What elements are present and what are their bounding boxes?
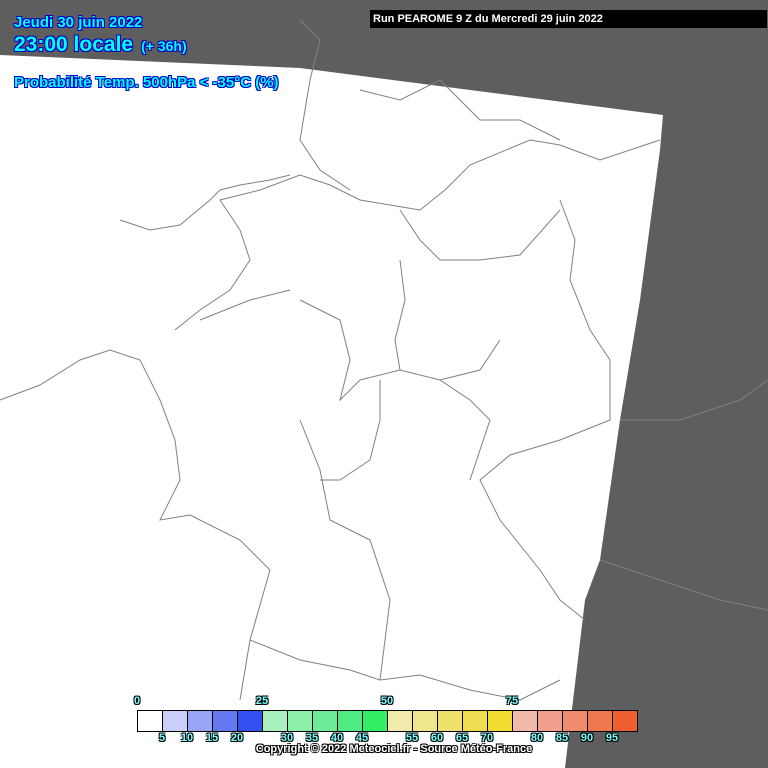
legend-label: 60 xyxy=(430,732,444,744)
legend-swatch xyxy=(613,711,637,731)
legend-label: 70 xyxy=(480,732,494,744)
legend-swatch xyxy=(238,711,263,731)
legend-label: 80 xyxy=(530,732,544,744)
legend-label: 30 xyxy=(280,732,294,744)
color-legend xyxy=(137,710,638,732)
legend-label: 20 xyxy=(230,732,244,744)
legend-label: 0 xyxy=(133,695,141,707)
legend-swatch xyxy=(538,711,563,731)
legend-label: 90 xyxy=(580,732,594,744)
legend-swatch xyxy=(588,711,613,731)
copyright: Copyright © 2022 Meteociel.fr - Source M… xyxy=(255,743,533,755)
legend-swatch xyxy=(563,711,588,731)
legend-label: 35 xyxy=(305,732,319,744)
legend-swatch xyxy=(338,711,363,731)
model-domain xyxy=(0,55,663,768)
legend-swatch xyxy=(438,711,463,731)
legend-swatch xyxy=(263,711,288,731)
legend-swatch xyxy=(513,711,538,731)
legend-swatch xyxy=(163,711,188,731)
legend-swatch xyxy=(363,711,388,731)
legend-label: 50 xyxy=(380,695,394,707)
legend-swatch xyxy=(138,711,163,731)
legend-swatch xyxy=(413,711,438,731)
legend-swatch xyxy=(488,711,513,731)
legend-label: 10 xyxy=(180,732,194,744)
legend-swatch xyxy=(463,711,488,731)
country-borders xyxy=(0,19,768,701)
legend-swatch xyxy=(388,711,413,731)
forecast-date: Jeudi 30 juin 2022 xyxy=(14,14,143,31)
forecast-time: 23:00 locale (+ 36h) xyxy=(14,33,187,57)
legend-swatch xyxy=(288,711,313,731)
legend-label: 45 xyxy=(355,732,369,744)
run-banner: Run PEAROME 9 Z du Mercredi 29 juin 2022 xyxy=(370,10,767,28)
legend-swatch xyxy=(188,711,213,731)
parameter-title: Probabilité Temp. 500hPa < -35°C (%) xyxy=(14,74,279,91)
lead-time: (+ 36h) xyxy=(141,38,187,54)
legend-label: 75 xyxy=(505,695,519,707)
legend-label: 65 xyxy=(455,732,469,744)
legend-swatch xyxy=(313,711,338,731)
legend-label: 95 xyxy=(605,732,619,744)
legend-label: 25 xyxy=(255,695,269,707)
legend-swatch xyxy=(213,711,238,731)
legend-label: 85 xyxy=(555,732,569,744)
legend-label: 55 xyxy=(405,732,419,744)
legend-label: 40 xyxy=(330,732,344,744)
legend-label: 5 xyxy=(158,732,166,744)
legend-label: 15 xyxy=(205,732,219,744)
forecast-local-time: 23:00 locale xyxy=(14,33,134,56)
